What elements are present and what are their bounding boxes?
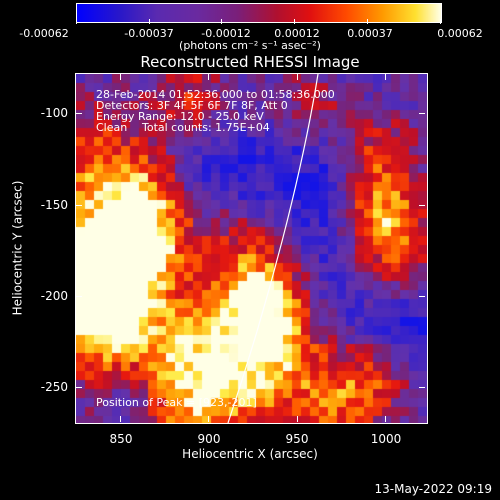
y-tick-mark [76,296,82,297]
x-tick-mark [120,74,121,80]
x-tick-label: 900 [197,432,221,446]
y-axis-label: Heliocentric Y (arcsec) [10,180,25,316]
energy-range-text: Energy Range: 12.0 - 25.0 keV [96,110,264,123]
algorithm-text: Clean [96,121,128,134]
colorbar [76,3,442,23]
y-tick-label: -200 [40,289,68,303]
colorbar-tick-label: -0.00062 [19,27,69,40]
time-range-text: 28-Feb-2014 01:52:36.000 to 01:58:36.000 [96,88,335,101]
colorbar-tick-mark [76,19,77,24]
y-tick-mark [419,205,425,206]
y-tick-mark [419,387,425,388]
x-tick-mark [120,416,121,422]
colorbar-tick-mark [149,19,150,24]
x-axis-label: Heliocentric X (arcsec) [182,447,318,461]
y-tick-mark [419,296,425,297]
x-tick-label: 850 [109,432,133,446]
y-tick-mark [76,205,82,206]
colorbar-tick-label: 0.00062 [437,27,483,40]
y-tick-mark [76,387,82,388]
x-tick-mark [385,74,386,80]
detectors-text: Detectors: 3F 4F 5F 6F 7F 8F, Att 0 [96,99,288,112]
colorbar-tick-mark [367,19,368,24]
heatmap-image [76,74,427,423]
heatmap-plot: 28-Feb-2014 01:52:36.000 to 01:58:36.000… [75,73,428,424]
total-counts-text: Total counts: 1.75E+04 [142,121,270,134]
y-tick-label: -100 [40,106,68,120]
x-tick-label: 1000 [370,432,402,446]
y-tick-label: -250 [40,380,68,394]
x-tick-mark [208,74,209,80]
x-tick-label: 950 [285,432,309,446]
x-tick-mark [297,74,298,80]
colorbar-tick-mark [221,19,222,24]
colorbar-tick-label: -0.00037 [124,27,174,40]
x-tick-mark [208,416,209,422]
colorbar-units: (photons cm⁻² s⁻¹ asec⁻²) [179,39,321,52]
image-title: Reconstructed RHESSI Image [140,53,360,71]
solar-limb-line [227,74,319,423]
y-tick-label: -150 [40,198,68,212]
colorbar-tick-mark [294,19,295,24]
colorbar-tick-label: -0.00012 [201,27,251,40]
peak-position-text: Position of Peak = [923,-201] [96,396,257,409]
limb-overlay [227,74,319,423]
colorbar-tick-label: 0.00012 [274,27,320,40]
x-tick-mark [297,416,298,422]
x-tick-mark [385,416,386,422]
footer-date: 13-May-2022 09:19 [374,482,492,496]
colorbar-tick-mark [440,19,441,24]
colorbar-tick-label: 0.00037 [347,27,393,40]
y-tick-mark [76,113,82,114]
y-tick-mark [419,113,425,114]
